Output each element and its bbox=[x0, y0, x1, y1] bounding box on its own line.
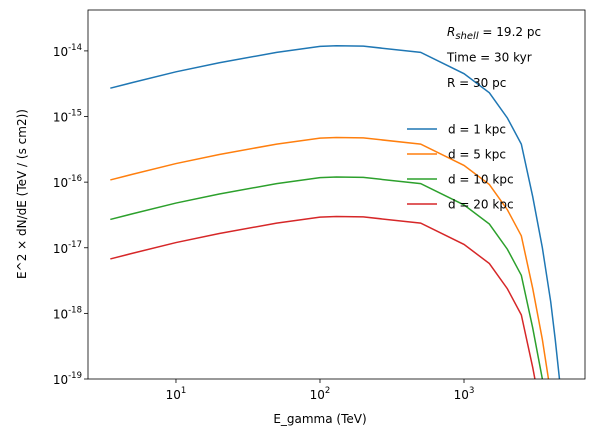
plot-lines bbox=[110, 44, 561, 379]
legend-label: d = 5 kpc bbox=[448, 148, 506, 162]
axes-frame bbox=[87, 9, 586, 380]
x-tick-label: 103 bbox=[454, 386, 475, 402]
y-tick-label: 10-17 bbox=[53, 240, 82, 256]
x-axis-label: E_gamma (TeV) bbox=[273, 412, 366, 426]
annotation: R = 30 pc bbox=[447, 76, 506, 90]
annotation-main: R bbox=[447, 25, 455, 39]
annotation: Rshell = 19.2 pc bbox=[447, 25, 541, 42]
annotation-sub: shell bbox=[455, 31, 478, 42]
legend-label: d = 20 kpc bbox=[448, 198, 514, 212]
series-line bbox=[110, 176, 544, 379]
annotation-rest: = 19.2 pc bbox=[479, 25, 541, 39]
series-line bbox=[110, 136, 550, 379]
plot-area bbox=[88, 10, 585, 379]
legend-label: d = 1 kpc bbox=[448, 123, 506, 137]
annotation-main: R = 30 pc bbox=[447, 76, 506, 90]
y-tick-label: 10-18 bbox=[53, 305, 82, 321]
legend-label: d = 10 kpc bbox=[448, 173, 514, 187]
x-tick-label: 102 bbox=[310, 386, 331, 402]
series-line bbox=[110, 215, 536, 379]
x-tick-label: 101 bbox=[166, 386, 187, 402]
annotation: Time = 30 kyr bbox=[446, 51, 532, 65]
y-tick-label: 10-16 bbox=[53, 174, 82, 190]
y-tick-label: 10-15 bbox=[53, 109, 82, 125]
y-tick-label: 10-14 bbox=[53, 43, 82, 59]
y-tick-label: 10-19 bbox=[53, 371, 82, 387]
series-line bbox=[110, 44, 561, 379]
y-axis-label: E^2 × dN/dE (TeV / (s cm2)) bbox=[15, 109, 29, 279]
annotation-main: Time = 30 kyr bbox=[446, 51, 532, 65]
